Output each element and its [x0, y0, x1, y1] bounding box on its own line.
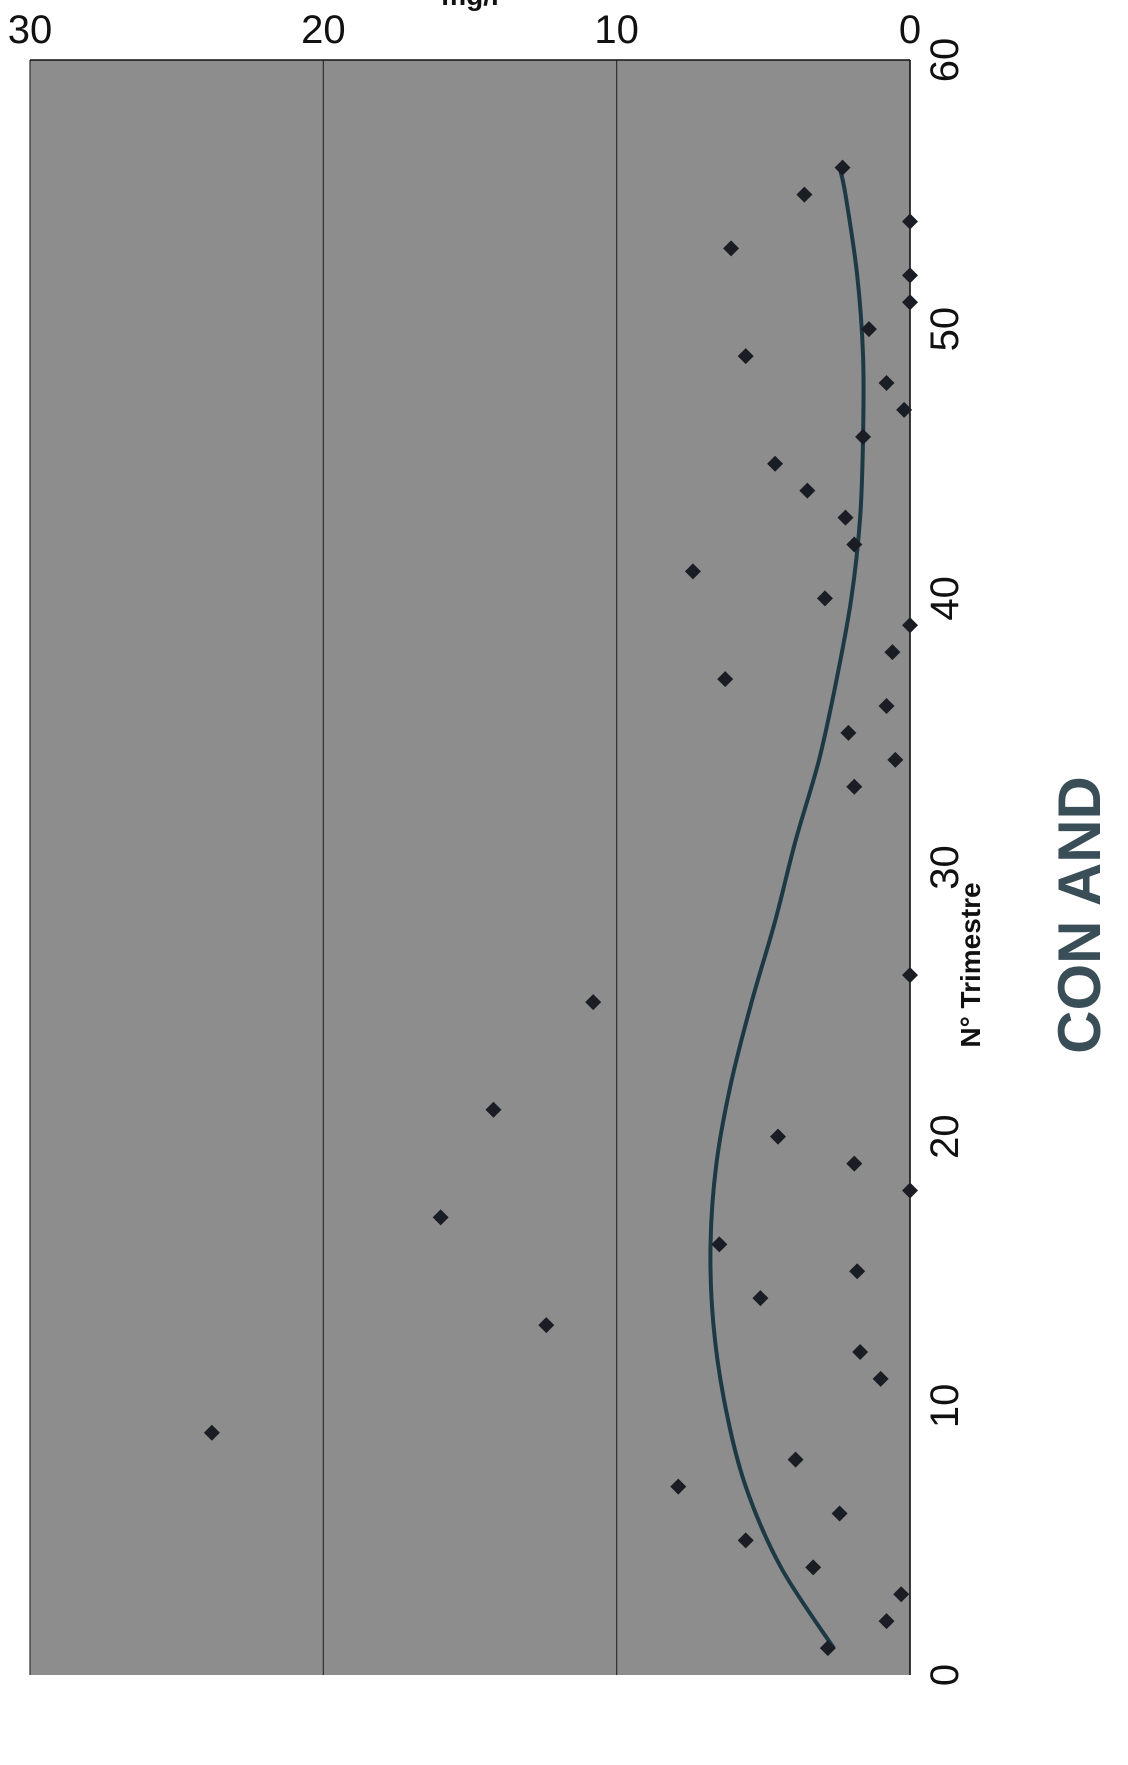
data-point	[884, 644, 901, 661]
x-axis-title: N° Trimestre	[955, 882, 986, 1047]
data-point	[855, 428, 872, 445]
x-tick-label: 0	[923, 1664, 967, 1686]
data-point	[902, 213, 918, 230]
y-tick-label: 0	[899, 8, 921, 52]
x-tick-label: 30	[923, 845, 967, 890]
x-tick-label: 40	[923, 576, 967, 621]
data-point	[896, 401, 913, 418]
data-point	[837, 509, 854, 526]
y-axis-title: mg/l	[441, 0, 499, 11]
data-point	[852, 1344, 869, 1360]
data-point	[902, 294, 918, 311]
data-point	[684, 563, 701, 580]
gridlines	[29, 60, 618, 1675]
polynomial-trendline	[708, 167, 866, 1650]
x-tick-label: 20	[923, 1114, 967, 1159]
data-point	[902, 967, 918, 984]
y-tick-label: 10	[594, 8, 639, 52]
data-point	[585, 994, 602, 1011]
data-point	[767, 455, 784, 472]
data-point	[485, 1101, 502, 1118]
data-point	[737, 348, 754, 365]
data-point	[893, 1586, 910, 1603]
data-point	[203, 1424, 220, 1441]
data-point	[831, 1505, 848, 1522]
data-point	[717, 671, 734, 688]
data-point	[860, 321, 877, 338]
data-point	[840, 724, 857, 741]
data-point	[796, 186, 813, 203]
data-point	[799, 482, 816, 499]
data-point	[723, 240, 740, 257]
chart-title: CON AND	[1046, 776, 1113, 1054]
data-point	[878, 375, 895, 391]
data-point	[902, 1182, 918, 1199]
x-tick-label: 60	[923, 38, 967, 83]
x-tick-label: 10	[923, 1384, 967, 1429]
data-point	[849, 1263, 866, 1280]
y-tick-label: 20	[301, 8, 346, 52]
data-point	[846, 778, 863, 795]
data-point	[902, 617, 918, 634]
data-point	[902, 267, 918, 284]
x-tick-label: 50	[923, 307, 967, 352]
y-tick-label: 30	[8, 8, 53, 52]
data-point	[887, 751, 904, 768]
data-point	[834, 159, 851, 176]
data-point	[878, 698, 895, 714]
plot-area	[30, 60, 910, 1675]
data-point	[816, 590, 833, 607]
data-point	[846, 536, 863, 553]
